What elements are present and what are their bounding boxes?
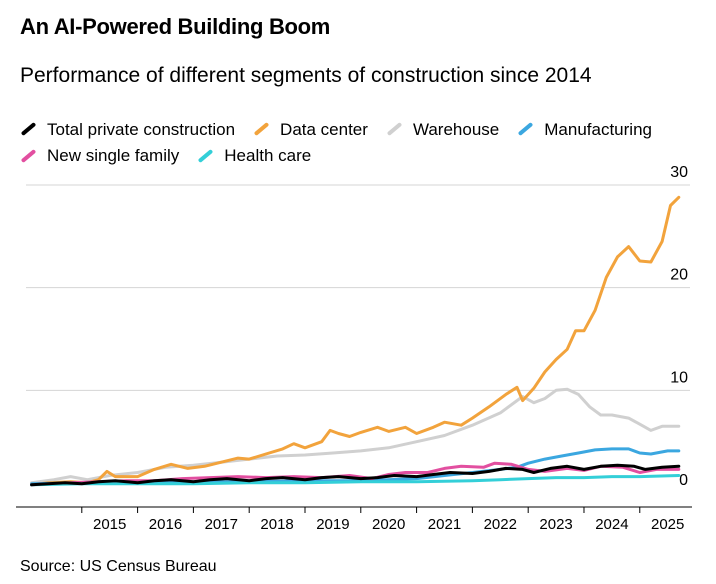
y-tick-label: 10 bbox=[670, 369, 688, 386]
legend-label: Total private construction bbox=[47, 119, 236, 139]
legend-item: Total private construction bbox=[20, 118, 235, 141]
x-axis: 2015 2016 2017 2018 2019 2020 2021 2022 2023 2024… bbox=[16, 506, 692, 533]
x-tick-label: 2019 bbox=[316, 516, 349, 533]
x-tick-label: 2024 bbox=[595, 516, 628, 533]
legend-label: Warehouse bbox=[412, 119, 500, 139]
chart-subtitle: Performance of different segments of con… bbox=[20, 64, 592, 87]
chart-title: An AI-Powered Building Boom bbox=[20, 14, 331, 39]
legend-item: Warehouse bbox=[386, 118, 499, 141]
legend-label: Health care bbox=[224, 146, 312, 165]
x-tick-label: 2021 bbox=[428, 516, 461, 533]
legend-label: Manufacturing bbox=[544, 119, 652, 139]
legend-item: Health care bbox=[197, 144, 311, 167]
y-tick-label: 30 bbox=[670, 164, 688, 181]
gridlines bbox=[26, 184, 690, 391]
y-tick-label: 20 bbox=[670, 267, 688, 284]
source-note: Source: US Census Bureau bbox=[20, 558, 217, 575]
series-line-warehouse bbox=[30, 387, 681, 485]
x-tick-label: 2017 bbox=[205, 516, 238, 533]
y-axis-labels: 0 10 20 30 bbox=[670, 164, 688, 489]
y-tick-label: 0 bbox=[679, 472, 688, 489]
x-tick-label: 2016 bbox=[149, 516, 182, 533]
legend-label: New single family bbox=[47, 146, 180, 165]
x-tick-label: 2018 bbox=[260, 516, 293, 533]
series-line-total-private-construction bbox=[30, 463, 681, 487]
series-line-health-care bbox=[30, 474, 681, 487]
x-tick-label: 2022 bbox=[484, 516, 517, 533]
legend-label: Data center bbox=[280, 119, 368, 139]
x-tick-label: 2015 bbox=[93, 516, 126, 533]
series-lines bbox=[30, 195, 681, 487]
legend-item: New single family bbox=[20, 144, 179, 167]
x-tick-label: 2025 bbox=[651, 516, 684, 533]
x-tick-label: 2023 bbox=[539, 516, 572, 533]
chart-legend: Total private construction Data center War… bbox=[20, 114, 710, 167]
series-line-data-center bbox=[30, 195, 681, 487]
legend-item: Data center bbox=[253, 118, 368, 141]
x-tick-label: 2020 bbox=[372, 516, 405, 533]
legend-item: Manufacturing bbox=[517, 118, 652, 141]
